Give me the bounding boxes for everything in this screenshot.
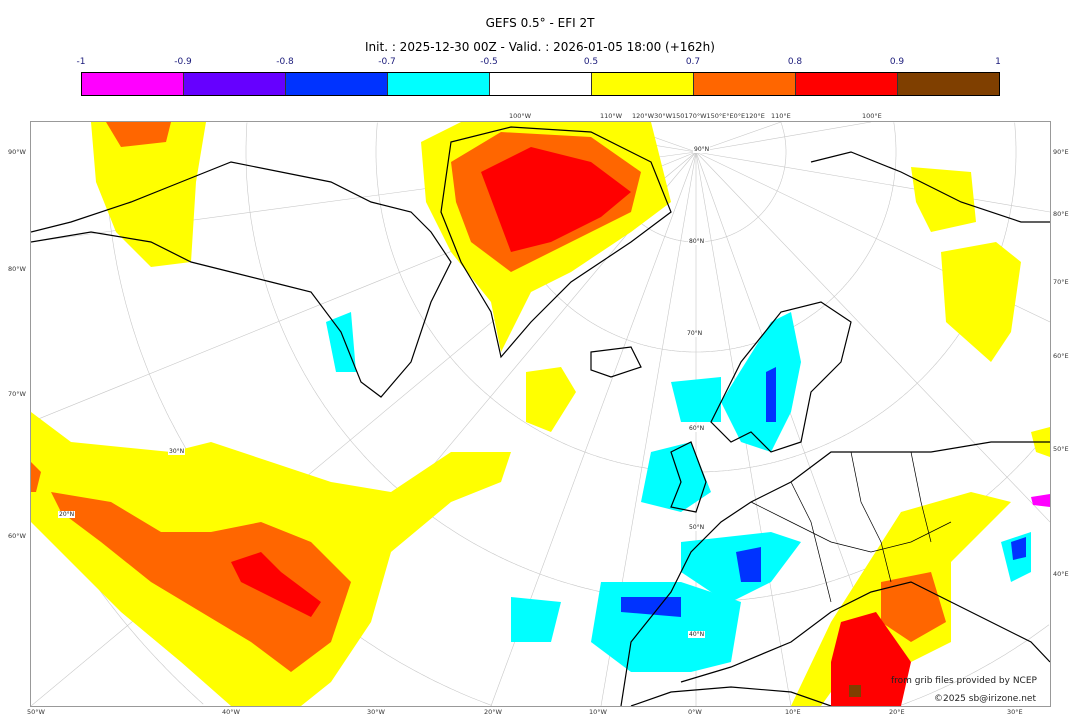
lat-label: 80°N (688, 238, 706, 245)
uk-coast (670, 441, 707, 513)
efi-orange-atlantic (51, 492, 351, 672)
map-subtitle: Init. : 2025-12-30 00Z - Valid. : 2026-0… (365, 40, 715, 54)
north-america-coast (31, 161, 452, 398)
colorbar-swatch (796, 73, 898, 95)
top-axis-label: 110°W (600, 112, 623, 120)
right-axis-label: 90°E (1053, 148, 1069, 156)
colorbar (81, 72, 1000, 96)
right-axis-label: 60°E (1053, 352, 1069, 360)
right-axis-label: 40°E (1053, 570, 1069, 578)
efi-orange-canada (106, 122, 171, 147)
credit-copyright: ©2025 sb@irizone.net (934, 694, 1036, 704)
lat-label: 50°N (688, 524, 706, 531)
top-axis-label: 120°W30°W150170°W150°E°E0°E120°E (632, 112, 765, 120)
lat-label: 70°N (686, 330, 704, 337)
colorbar-swatch (184, 73, 286, 95)
efi-red-atlantic (231, 552, 321, 617)
efi-magenta-east (1031, 494, 1050, 507)
colorbar-tick: 0.5 (583, 57, 599, 67)
bottom-axis-label: 40°W (222, 708, 240, 716)
colorbar-tick: 0.9 (889, 57, 905, 67)
bottom-axis-label: 10°E (785, 708, 801, 716)
credit-source: from grib files provided by NCEP (891, 676, 1037, 686)
colorbar-swatch (286, 73, 388, 95)
left-axis-label: 60°W (8, 532, 26, 540)
efi-cyan-norway-sea (671, 377, 721, 422)
top-axis-label: 110°E (771, 112, 791, 120)
right-axis-label: 70°E (1053, 278, 1069, 286)
russia-coast (810, 151, 1050, 223)
efi-red-italy (831, 612, 911, 706)
colorbar-tick: -0.7 (378, 57, 396, 67)
greenland-coast (440, 126, 672, 359)
efi-brown-patch (849, 685, 861, 697)
scandinavia-coast (710, 301, 852, 453)
colorbar-tick: 0.8 (787, 57, 803, 67)
map-panel: 90°N 80°N 70°N 60°N 50°N 40°N 30°N 20°N … (30, 121, 1051, 707)
top-axis-label: 100°W (509, 112, 532, 120)
efi-blue-caspian (1011, 537, 1026, 560)
left-axis-label: 90°W (8, 148, 26, 156)
colorbar-tick: 0.7 (685, 57, 701, 67)
efi-blue-alps (736, 547, 761, 582)
efi-yellow-iceland (526, 367, 576, 432)
efi-orange-greece (881, 572, 946, 642)
colorbar-swatch (82, 73, 184, 95)
left-axis-label: 80°W (8, 265, 26, 273)
colorbar-tick: -0.5 (480, 57, 498, 67)
lat-label: 40°N (688, 631, 706, 638)
colorbar-tick: -1 (76, 57, 86, 67)
colorbar-tick: -0.8 (276, 57, 294, 67)
bottom-axis-label: 10°W (589, 708, 607, 716)
efi-red-greenland (481, 147, 631, 252)
europe-coast (620, 441, 1050, 706)
colorbar-tick: 1 (995, 57, 1001, 67)
efi-cyan-uk (641, 442, 711, 512)
bottom-axis-label: 30°W (367, 708, 385, 716)
bottom-axis-label: 50°W (27, 708, 45, 716)
efi-blue-spain (621, 597, 681, 617)
colorbar-swatch (898, 73, 999, 95)
efi-blue-norway (766, 367, 776, 422)
right-axis-label: 50°E (1053, 445, 1069, 453)
bottom-axis-label: 20°W (484, 708, 502, 716)
colorbar-swatch (490, 73, 592, 95)
bottom-axis-label: 30°E (1007, 708, 1023, 716)
efi-cyan-scandinavia (721, 312, 801, 452)
colorbar-swatch (592, 73, 694, 95)
colorbar-tick: -0.9 (174, 57, 192, 67)
lat-label: 60°N (688, 425, 706, 432)
efi-yellow-urals (941, 242, 1021, 362)
iceland-coast (590, 346, 642, 378)
efi-cyan-hudson (326, 312, 356, 372)
lat-label: 90°N (693, 146, 711, 153)
top-axis-label: 100°E (862, 112, 882, 120)
lat-label: 20°N (58, 511, 76, 518)
coastlines (31, 126, 1050, 706)
colorbar-swatch (388, 73, 490, 95)
efi-cyan-atlantic (511, 597, 561, 642)
bottom-axis-label: 20°E (889, 708, 905, 716)
efi-orange-atlantic-edge (31, 462, 41, 492)
africa-coast (630, 686, 832, 706)
mediterranean-coast (680, 581, 1050, 683)
colorbar-swatch (694, 73, 796, 95)
map-title: GEFS 0.5° - EFI 2T (485, 16, 595, 30)
lat-label: 30°N (168, 448, 186, 455)
efi-fields (31, 122, 1050, 706)
efi-cyan-iberia (591, 582, 741, 672)
left-axis-label: 70°W (8, 390, 26, 398)
borders (750, 451, 952, 603)
bottom-axis-label: 0°W (688, 708, 702, 716)
right-axis-label: 80°E (1053, 210, 1069, 218)
efi-yellow-siberia (911, 167, 976, 232)
map-svg (31, 122, 1050, 706)
